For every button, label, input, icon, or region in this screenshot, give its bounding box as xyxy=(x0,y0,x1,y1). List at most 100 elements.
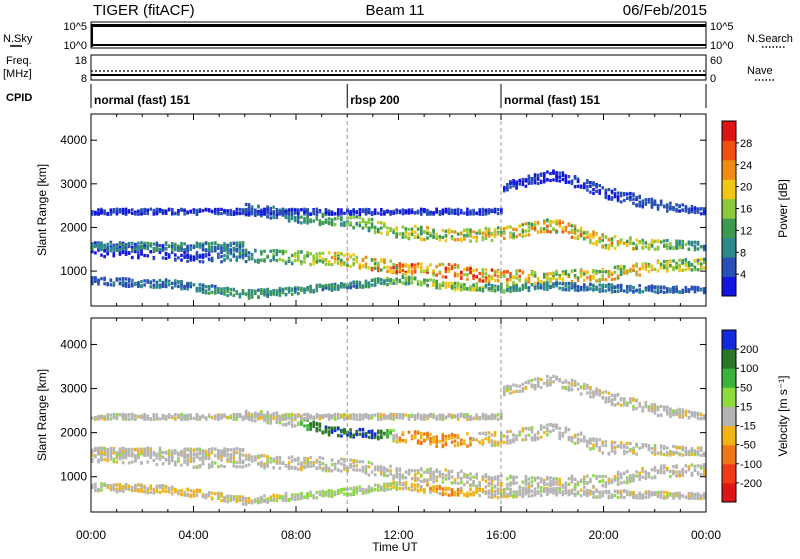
echo-cell xyxy=(534,287,537,290)
echo-cell xyxy=(386,468,389,471)
echo-cell xyxy=(303,217,306,220)
echo-cell xyxy=(574,434,577,437)
echo-cell xyxy=(156,463,159,466)
echo-cell xyxy=(457,274,460,277)
echo-cell xyxy=(574,485,577,488)
echo-cell xyxy=(214,417,217,420)
echo-cell xyxy=(199,448,202,451)
echo-cell xyxy=(420,432,423,435)
echo-cell xyxy=(537,476,540,479)
echo-cell xyxy=(574,185,577,188)
echo-cell xyxy=(371,259,374,262)
echo-cell xyxy=(638,196,641,199)
echo-cell xyxy=(294,216,297,219)
echo-cell xyxy=(657,239,660,242)
echo-cell xyxy=(512,433,515,436)
echo-cell xyxy=(663,260,666,263)
echo-cell xyxy=(260,210,263,213)
echo-cell xyxy=(134,414,137,417)
echo-cell xyxy=(617,267,620,270)
echo-cell xyxy=(411,263,414,266)
echo-cell xyxy=(359,208,362,211)
echo-cell xyxy=(432,273,435,276)
echo-cell xyxy=(669,475,672,478)
echo-cell xyxy=(598,240,601,243)
echo-cell xyxy=(426,236,429,239)
colorbar-tick-label: 20 xyxy=(740,182,752,194)
echo-cell xyxy=(395,232,398,235)
echo-cell xyxy=(236,256,239,259)
echo-cell xyxy=(236,259,239,262)
echo-cell xyxy=(417,280,420,283)
echo-cell xyxy=(675,208,678,211)
echo-cell xyxy=(426,279,429,282)
echo-cell xyxy=(223,209,226,212)
echo-cell xyxy=(660,240,663,243)
echo-cell xyxy=(165,247,168,250)
echo-cell xyxy=(592,447,595,450)
echo-cell xyxy=(565,272,568,275)
echo-cell xyxy=(638,273,641,276)
echo-cell xyxy=(426,209,429,212)
echo-cell xyxy=(540,280,543,283)
echo-cell xyxy=(103,452,106,455)
echo-cell xyxy=(257,260,260,263)
echo-cell xyxy=(205,450,208,453)
echo-cell xyxy=(620,265,623,268)
echo-cell xyxy=(125,418,128,421)
echo-cell xyxy=(651,447,654,450)
echo-cell xyxy=(648,265,651,268)
echo-cell xyxy=(663,447,666,450)
echo-cell xyxy=(106,459,109,462)
echo-cell xyxy=(162,248,165,251)
echo-cell xyxy=(365,212,368,215)
echo-cell xyxy=(254,290,257,293)
echo-cell xyxy=(675,446,678,449)
y-tick-label: 4000 xyxy=(60,133,87,147)
echo-cell xyxy=(451,475,454,478)
echo-cell xyxy=(368,465,371,468)
nsearch-tick-high: 10^5 xyxy=(710,21,734,33)
echo-cell xyxy=(131,416,134,419)
echo-cell xyxy=(408,264,411,267)
echo-cell xyxy=(131,282,134,285)
echo-cell xyxy=(263,417,266,420)
freq-tick-low: 8 xyxy=(81,73,87,85)
echo-cell xyxy=(472,236,475,239)
echo-cell xyxy=(598,446,601,449)
echo-cell xyxy=(475,438,478,441)
echo-cell xyxy=(389,431,392,434)
echo-cell xyxy=(574,227,577,230)
echo-cell xyxy=(177,248,180,251)
echo-cell xyxy=(562,174,565,177)
echo-cell xyxy=(196,289,199,292)
echo-cell xyxy=(199,464,202,467)
echo-cell xyxy=(125,253,128,256)
echo-cell xyxy=(131,279,134,282)
echo-cell xyxy=(319,210,322,213)
echo-cell xyxy=(691,268,694,271)
echo-cell xyxy=(558,434,561,437)
echo-cell xyxy=(217,465,220,468)
echo-cell xyxy=(417,210,420,213)
echo-cell xyxy=(325,464,328,467)
echo-cell xyxy=(528,226,531,229)
echo-cell xyxy=(110,249,113,252)
echo-cell xyxy=(239,241,242,244)
echo-cell xyxy=(583,279,586,282)
echo-cell xyxy=(552,178,555,181)
echo-cell xyxy=(558,480,561,483)
echo-cell xyxy=(257,462,260,465)
echo-cell xyxy=(478,279,481,282)
echo-cell xyxy=(149,448,152,451)
echo-cell xyxy=(263,208,266,211)
echo-cell xyxy=(371,470,374,473)
echo-cell xyxy=(365,225,368,228)
echo-cell xyxy=(322,260,325,263)
echo-cell xyxy=(534,479,537,482)
echo-cell xyxy=(374,279,377,282)
echo-cell xyxy=(205,291,208,294)
echo-cell xyxy=(288,288,291,291)
echo-cell xyxy=(700,474,703,477)
echo-cell xyxy=(122,251,125,254)
